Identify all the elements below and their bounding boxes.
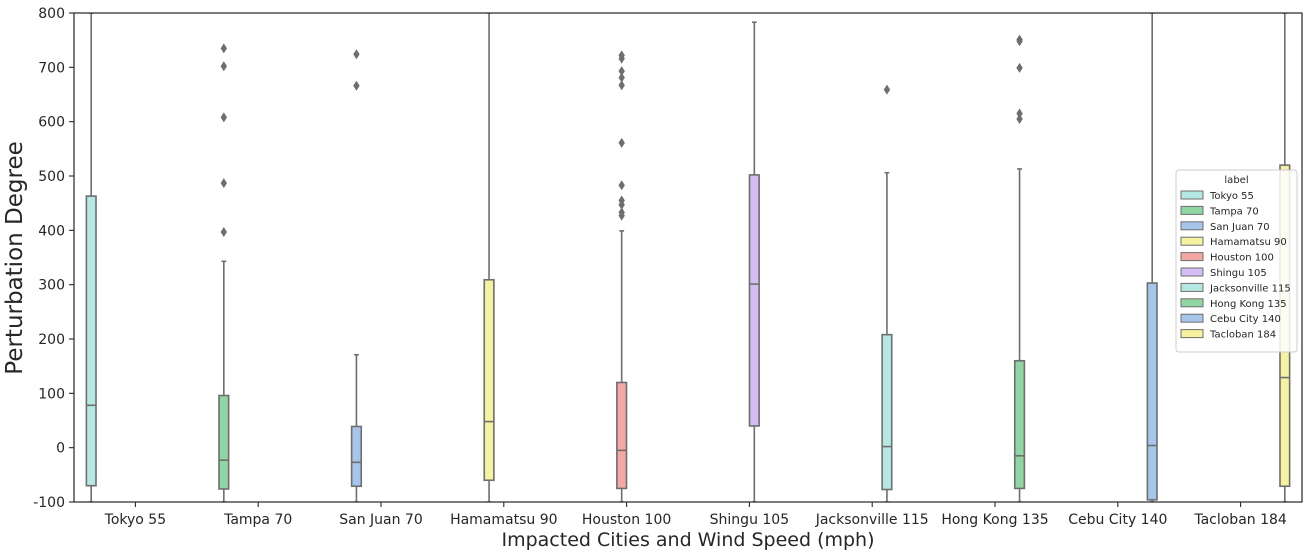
box-body: [1013, 359, 1026, 490]
legend-entry-label: Tampa 70: [1209, 206, 1259, 217]
legend-entry-label: Hong Kong 135: [1210, 299, 1287, 310]
x-tick-label: Cebu City 140: [1068, 512, 1167, 528]
legend-entry-label: Tokyo 55: [1209, 191, 1254, 202]
plot-marks: [85, 13, 1291, 502]
outlier-point: [618, 180, 625, 191]
y-axis-label: Perturbation Degree: [2, 141, 28, 374]
legend-swatch: [1180, 236, 1204, 246]
outlier-point: [353, 80, 360, 91]
box-hong-kong-135: [1013, 34, 1026, 502]
legend-swatch: [1180, 298, 1204, 308]
legend-entry-label: San Juan 70: [1210, 222, 1270, 233]
legend-entry-label: Houston 100: [1210, 253, 1274, 264]
x-tick-label: Jacksonville 115: [815, 512, 929, 528]
x-tick-label: Tampa 70: [223, 512, 292, 528]
x-tick-label: Houston 100: [582, 512, 671, 528]
outlier-point: [618, 72, 625, 83]
x-tick-label: Shingu 105: [710, 512, 789, 528]
box-jacksonville-115: [881, 84, 893, 502]
box-tokyo-55: [85, 13, 97, 502]
legend-entry-label: Cebu City 140: [1210, 314, 1281, 325]
box-body: [881, 333, 893, 491]
legend-swatch: [1180, 221, 1204, 231]
box-hamamatsu-90: [483, 13, 495, 502]
outlier-point: [618, 66, 625, 77]
axes: -100 0 100 200 300 400 500 600 700 800 Tokyo 55 Tam…: [33, 6, 1303, 528]
legend-title: label: [1224, 175, 1248, 186]
outlier-point: [1016, 62, 1023, 73]
box-cebu-city-140: [1146, 13, 1158, 502]
box-body: [218, 394, 230, 490]
x-tick-label: Hong Kong 135: [941, 512, 1048, 528]
box-san-juan-70: [350, 49, 363, 502]
y-tick-label: -100: [33, 495, 65, 511]
x-tick-label: Tokyo 55: [104, 512, 166, 528]
legend-swatch: [1180, 313, 1204, 323]
x-tick-label: San Juan 70: [339, 512, 423, 528]
plot-area: [85, 13, 1291, 502]
y-tick-label: 800: [38, 6, 65, 22]
legend-swatch: [1180, 329, 1204, 339]
x-tick-label: Hamamatsu 90: [450, 512, 557, 528]
legend-swatch: [1180, 267, 1204, 277]
legend-entry-label: Jacksonville 115: [1209, 283, 1291, 294]
box-houston-100: [616, 50, 628, 502]
outlier-point: [618, 207, 625, 218]
outlier-point: [1016, 34, 1023, 45]
outlier-point: [618, 195, 625, 206]
y-tick-label: 400: [38, 223, 65, 239]
y-tick-label: 200: [38, 332, 65, 348]
box-body: [483, 278, 495, 482]
outlier-point: [618, 80, 625, 91]
y-tick-label: 300: [38, 278, 65, 294]
y-tick-label: 600: [38, 115, 65, 131]
outlier-point: [353, 49, 360, 60]
legend-swatch: [1180, 205, 1204, 215]
outlier-point: [220, 112, 228, 123]
box-shingu-105: [748, 21, 760, 502]
plot-frame: [73, 12, 1303, 503]
outlier-point: [1016, 108, 1023, 119]
legend: label Tokyo 55 Tampa 70 San Juan 70 Hamamats…: [1175, 169, 1298, 353]
outlier-point: [1016, 113, 1023, 124]
legend-swatch: [1180, 252, 1204, 262]
y-tick-label: 100: [38, 386, 65, 402]
legend-entry-label: Tacloban 184: [1209, 330, 1276, 341]
outlier-point: [883, 84, 891, 95]
legend-entry-label: Shingu 105: [1210, 268, 1267, 279]
box-body: [85, 195, 97, 487]
outlier-point: [618, 137, 625, 148]
legend-box: [1175, 169, 1298, 353]
y-tick-label: 0: [56, 441, 65, 457]
box-body: [616, 381, 628, 490]
box-body: [748, 174, 760, 427]
legend-swatch: [1180, 282, 1204, 292]
box-body: [1146, 282, 1158, 501]
outlier-point: [220, 226, 228, 237]
box-body: [350, 425, 363, 488]
y-tick-label: 700: [38, 60, 65, 76]
outlier-point: [220, 178, 228, 189]
outlier-point: [618, 50, 625, 61]
x-axis-label: Impacted Cities and Wind Speed (mph): [501, 529, 874, 551]
box-tampa-70: [218, 43, 230, 502]
outlier-point: [220, 61, 228, 72]
x-tick-label: Tacloban 184: [1193, 512, 1287, 528]
legend-entry-label: Hamamatsu 90: [1210, 237, 1287, 248]
outlier-point: [220, 43, 228, 54]
legend-swatch: [1180, 190, 1204, 200]
y-tick-label: 500: [38, 169, 65, 185]
